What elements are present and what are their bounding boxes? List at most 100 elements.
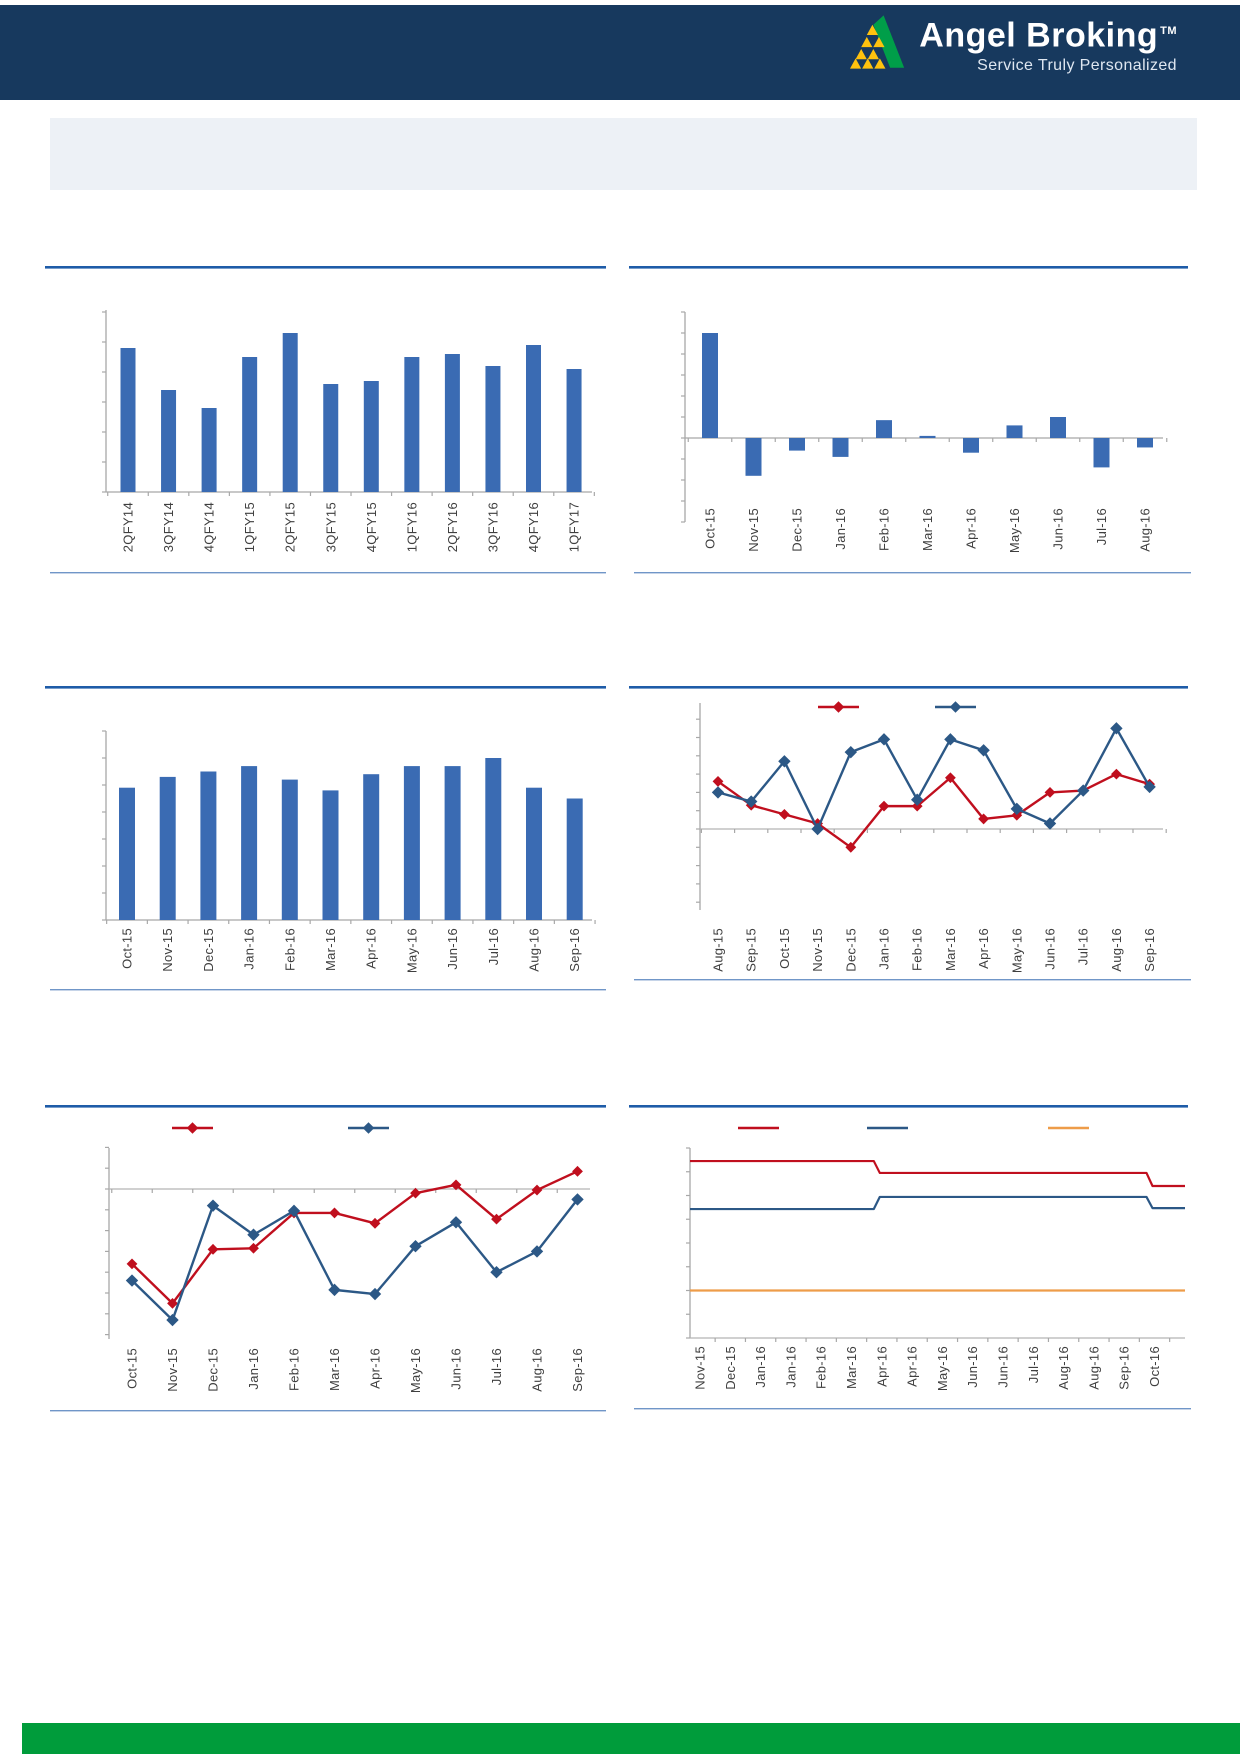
monthly-net-change-bar-chart: Oct-15 Nov-15 Dec-15 Jan-16 Feb-16 Mar-16 Apr-… xyxy=(629,266,1191,574)
x-axis-label: Jun-16 xyxy=(1043,928,1058,970)
data-point-marker xyxy=(167,1298,178,1309)
x-axis-label: May-16 xyxy=(404,928,419,973)
bar xyxy=(566,798,583,920)
series-line xyxy=(717,727,1151,831)
chart-bottom-rule xyxy=(50,989,606,991)
x-axis-label: Apr-16 xyxy=(874,1346,889,1387)
series-line xyxy=(131,1170,579,1305)
bar xyxy=(444,354,460,492)
chart-title-separator xyxy=(45,1105,606,1108)
x-axis-label: Apr-16 xyxy=(905,1346,920,1387)
x-axis-label: 4QFY15 xyxy=(364,502,379,552)
x-axis-label: 3QFY16 xyxy=(485,502,500,552)
data-point-marker xyxy=(450,1179,462,1191)
brand-logo: Angel Broking TM Service Truly Personaliz… xyxy=(850,12,1177,76)
x-axis-label: Nov-15 xyxy=(810,928,825,972)
x-axis-label: Mar-16 xyxy=(323,928,338,971)
x-axis-label: Sep-16 xyxy=(570,1348,585,1392)
x-axis-label: Dec-15 xyxy=(201,928,216,972)
x-axis-label: Apr-16 xyxy=(964,508,979,549)
chart-bottom-rule xyxy=(50,572,606,574)
bar xyxy=(702,333,718,438)
data-point-marker xyxy=(248,1242,259,1254)
x-axis-label: Mar-16 xyxy=(920,508,935,551)
bar xyxy=(876,420,892,438)
x-axis-label: Dec-15 xyxy=(790,508,805,552)
data-point-marker xyxy=(1143,780,1156,794)
chart-title-separator xyxy=(45,686,606,689)
data-point-marker xyxy=(911,800,923,812)
x-axis-label: May-16 xyxy=(408,1348,423,1393)
x-axis-label: Sep-16 xyxy=(1142,928,1157,972)
bar xyxy=(323,384,339,492)
legend-marker-icon xyxy=(949,701,962,713)
x-axis-label: Jan-16 xyxy=(833,508,848,550)
x-axis-label: Nov-15 xyxy=(160,928,175,972)
series-line xyxy=(131,1198,579,1322)
data-point-marker xyxy=(1077,784,1090,797)
data-point-marker xyxy=(877,733,891,746)
x-axis-label: 1QFY16 xyxy=(404,502,419,552)
bar xyxy=(161,390,177,492)
data-point-marker xyxy=(779,808,790,820)
brand-logo-icon xyxy=(850,15,905,69)
header-bar: Angel Broking TM Service Truly Personaliz… xyxy=(0,5,1240,100)
legend-marker-icon xyxy=(832,701,845,713)
x-axis-label: Jun-16 xyxy=(996,1346,1011,1388)
data-point-marker xyxy=(711,786,725,799)
x-axis-label: 2QFY14 xyxy=(121,502,136,552)
bar xyxy=(119,787,135,920)
x-axis-label: 4QFY16 xyxy=(526,502,541,552)
data-point-marker xyxy=(571,1193,584,1206)
bar xyxy=(1006,425,1023,438)
x-axis-label: Jun-16 xyxy=(965,1346,980,1388)
x-axis-label: Oct-15 xyxy=(125,1348,140,1389)
x-axis-label: Jan-16 xyxy=(783,1346,798,1388)
data-point-marker xyxy=(126,1258,138,1270)
x-axis-label: 1QFY17 xyxy=(567,502,582,552)
x-axis-label: May-16 xyxy=(1007,508,1022,553)
chart-title-separator xyxy=(629,1105,1188,1108)
data-point-marker xyxy=(207,1243,219,1255)
bar xyxy=(363,774,380,920)
data-point-marker xyxy=(1111,768,1122,780)
x-axis-label: Jul-16 xyxy=(1026,1346,1041,1383)
x-axis-label: 1QFY15 xyxy=(242,502,257,552)
x-axis-label: Aug-16 xyxy=(1109,928,1124,972)
bar xyxy=(322,790,339,920)
data-point-marker xyxy=(978,813,989,825)
data-point-marker xyxy=(490,1266,503,1279)
data-point-marker xyxy=(1043,817,1057,830)
x-axis-label: Mar-16 xyxy=(943,928,958,971)
x-axis-label: Oct-16 xyxy=(1147,1346,1162,1387)
bar xyxy=(201,408,217,492)
x-axis-label: Aug-16 xyxy=(527,928,542,972)
bar xyxy=(120,348,136,492)
bar xyxy=(566,369,582,492)
chart-title-separator xyxy=(629,686,1188,689)
footer-bar xyxy=(22,1723,1240,1754)
x-axis-label: Aug-16 xyxy=(1086,1346,1101,1390)
data-point-marker xyxy=(410,1187,421,1199)
data-point-marker xyxy=(247,1228,260,1241)
x-axis-label: 3QFY15 xyxy=(323,502,338,552)
x-axis-label: Jul-16 xyxy=(486,928,501,965)
x-axis-label: Jun-16 xyxy=(1051,508,1066,550)
brand-tm: TM xyxy=(1160,25,1177,37)
data-point-marker xyxy=(977,744,990,757)
chart-bottom-rule xyxy=(634,572,1191,574)
data-point-marker xyxy=(572,1165,583,1177)
legend-marker-icon xyxy=(362,1122,375,1134)
x-axis-label: 3QFY14 xyxy=(161,502,176,552)
chart-bottom-rule xyxy=(50,1410,606,1412)
data-point-marker xyxy=(449,1216,463,1229)
x-axis-label: Dec-15 xyxy=(723,1346,738,1390)
brand-name: Angel Broking TM xyxy=(919,16,1177,55)
x-axis-label: Sep-16 xyxy=(567,928,582,972)
x-axis-label: Sep-15 xyxy=(744,928,759,972)
data-point-marker xyxy=(1011,809,1023,821)
x-axis-label: Oct-15 xyxy=(777,928,792,969)
bar xyxy=(485,758,502,920)
x-axis-label: May-16 xyxy=(935,1346,950,1391)
